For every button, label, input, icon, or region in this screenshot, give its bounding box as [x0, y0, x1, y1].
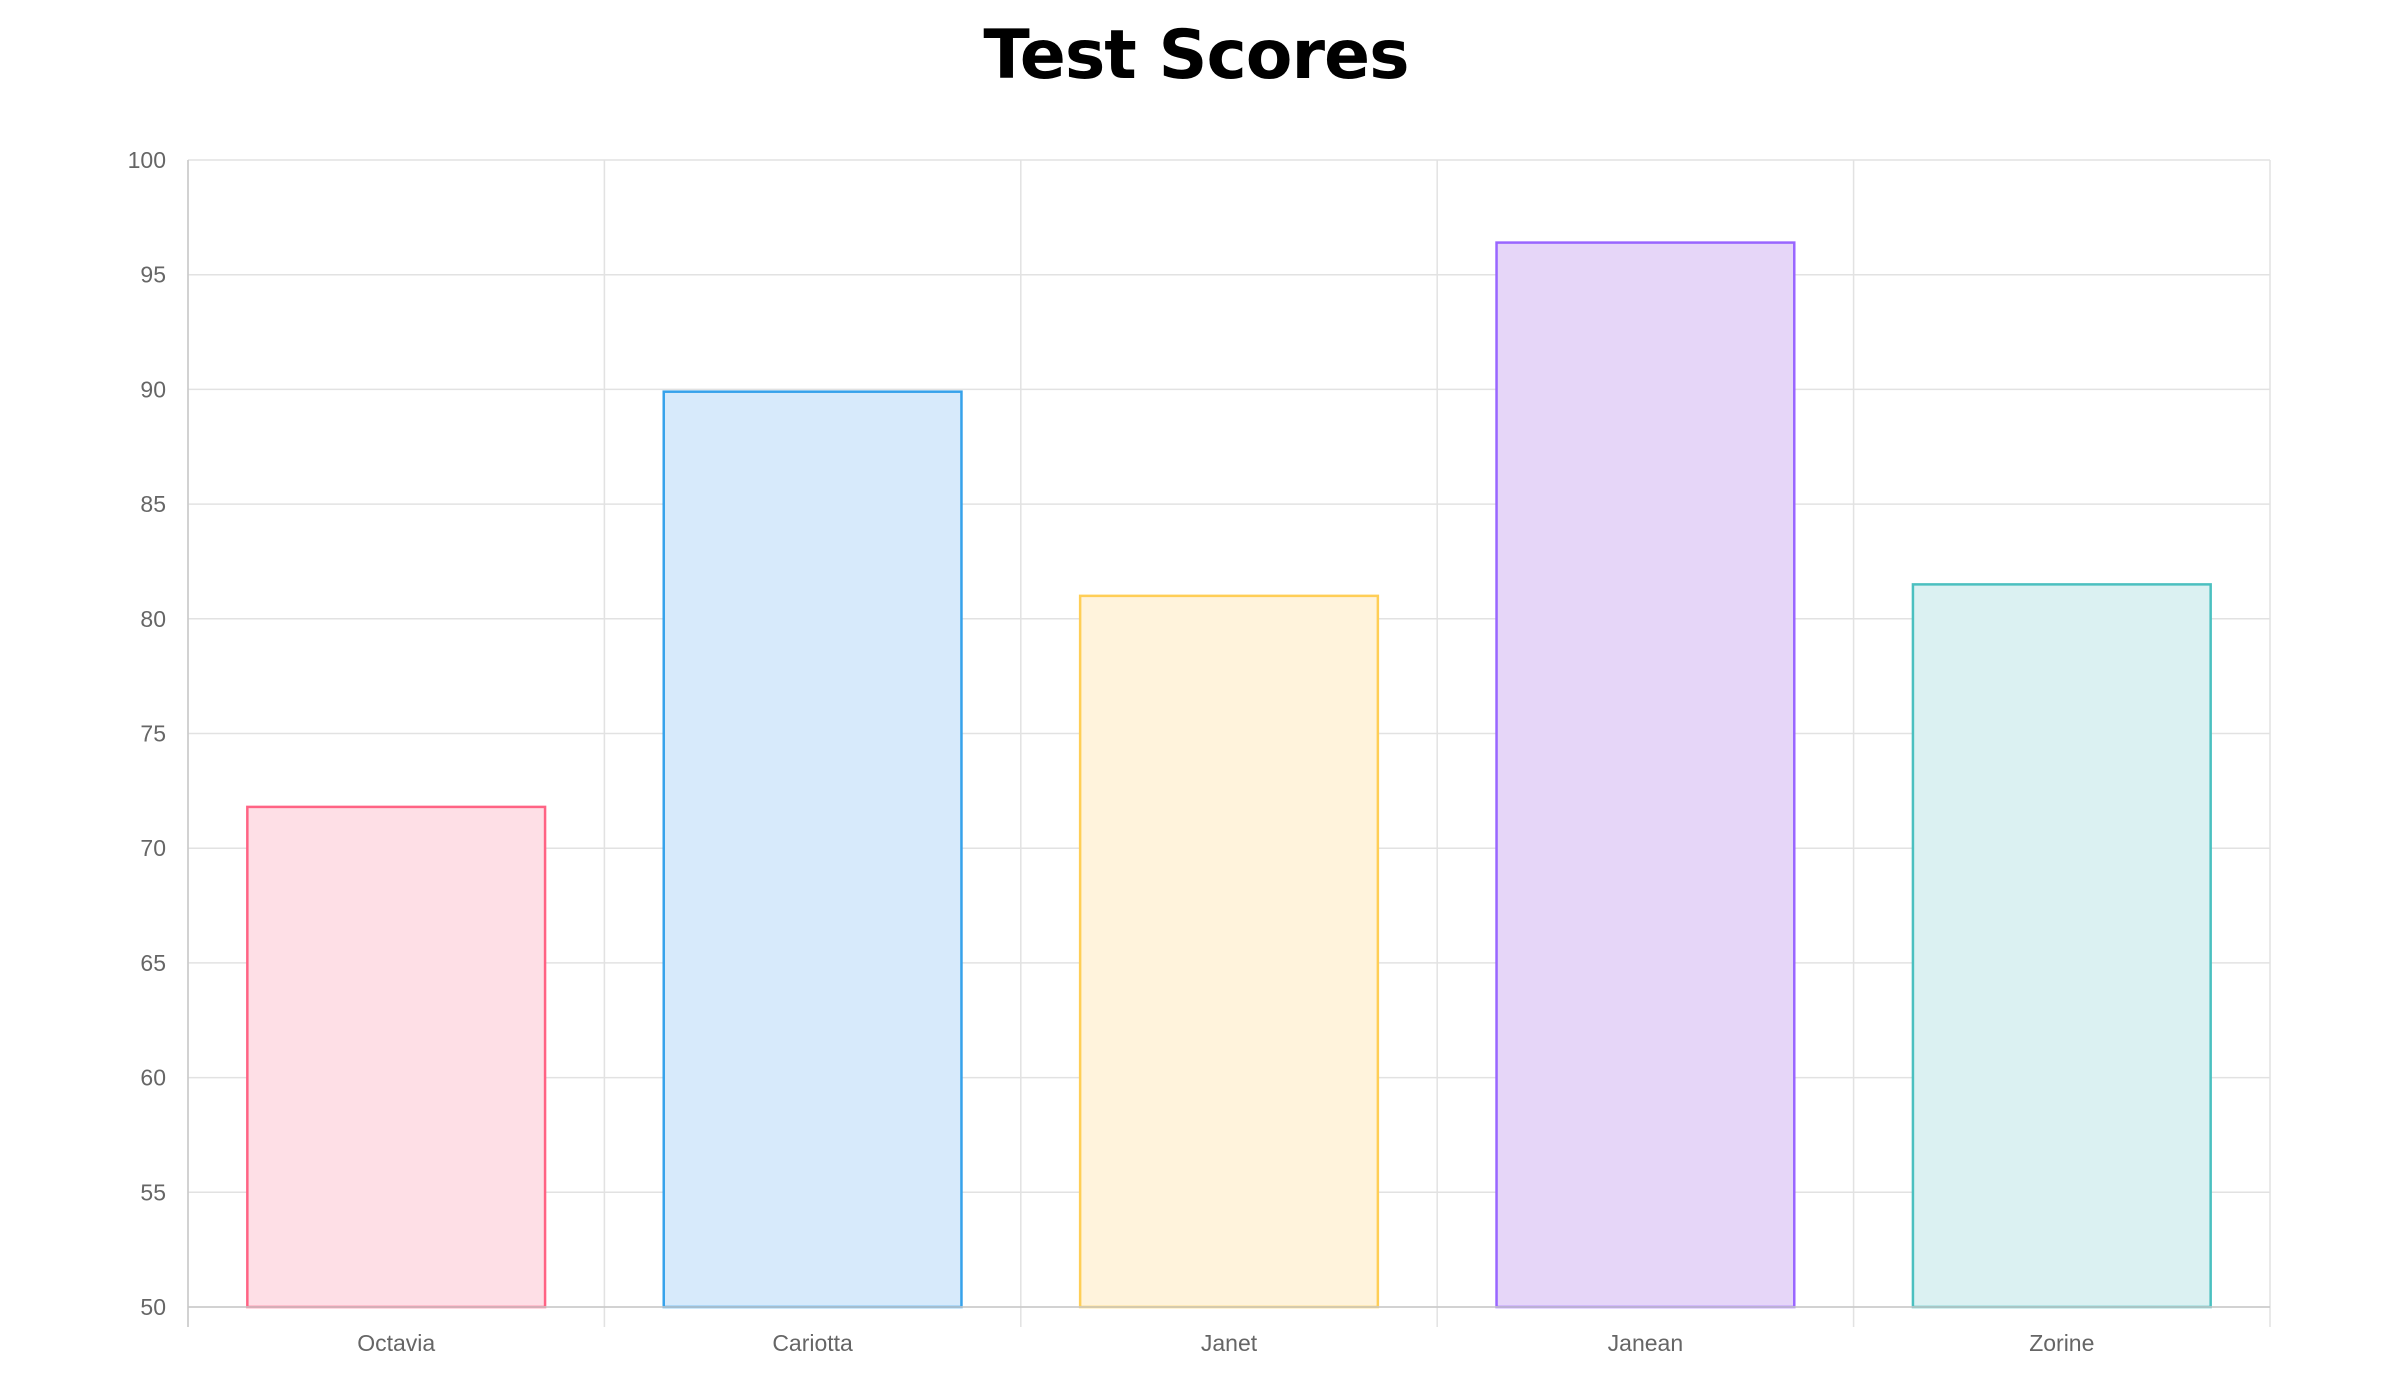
axes [187, 160, 2270, 1327]
y-tick-label: 75 [140, 721, 166, 747]
y-tick-label: 95 [140, 262, 166, 288]
bar-octavia [246, 805, 547, 1309]
x-tick-label: Zorine [2029, 1330, 2094, 1356]
y-tick-label: 85 [140, 491, 166, 517]
bar-janean [1495, 241, 1796, 1309]
tick-labels: 50 55 60 65 70 75 80 85 90 95 100 Octavia Cariotta Ja… [128, 147, 2095, 1356]
bar-janet [1078, 594, 1380, 1309]
y-tick-label: 55 [140, 1179, 166, 1205]
bars [246, 241, 2212, 1309]
x-tick-label: Cariotta [772, 1330, 853, 1356]
y-tick-label: 90 [140, 376, 166, 402]
bar-zorine [1911, 583, 2212, 1309]
y-tick-label: 80 [140, 606, 166, 632]
x-tick-label: Janean [1608, 1330, 1683, 1356]
y-tick-label: 50 [140, 1294, 166, 1320]
bar-cariotta [662, 390, 963, 1309]
y-tick-label: 70 [140, 835, 166, 861]
y-tick-label: 60 [140, 1065, 166, 1091]
x-tick-label: Octavia [357, 1330, 435, 1356]
chart-title: Test Scores [983, 16, 1409, 95]
y-tick-label: 65 [140, 950, 166, 976]
y-tick-label: 100 [128, 147, 166, 173]
x-tick-label: Janet [1201, 1330, 1258, 1356]
